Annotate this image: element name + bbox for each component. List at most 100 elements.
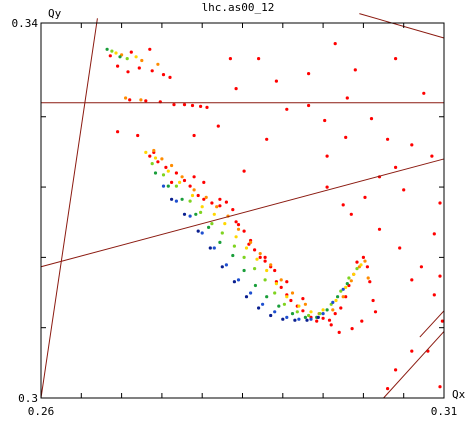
data-point-g3 bbox=[220, 231, 224, 235]
data-point-g0 bbox=[182, 178, 187, 183]
data-point-g5 bbox=[161, 184, 166, 188]
data-point-g0 bbox=[253, 248, 257, 252]
data-point-g0 bbox=[341, 203, 345, 207]
data-point-g2 bbox=[200, 205, 204, 209]
data-point-g0 bbox=[377, 227, 382, 231]
data-point-g3 bbox=[232, 244, 236, 248]
data-point-g4 bbox=[303, 315, 307, 319]
data-point-g3 bbox=[307, 313, 311, 318]
data-point-g2 bbox=[321, 308, 325, 312]
data-point-g3 bbox=[242, 255, 246, 259]
data-point-g0 bbox=[394, 165, 398, 169]
data-point-g3 bbox=[339, 289, 343, 293]
data-point-g6 bbox=[316, 315, 320, 319]
data-point-g0 bbox=[199, 104, 203, 108]
data-point-g0 bbox=[344, 135, 348, 139]
data-point-g1 bbox=[249, 240, 253, 244]
data-point-g4 bbox=[118, 55, 122, 59]
data-point-g4 bbox=[265, 295, 269, 299]
data-point-g0 bbox=[410, 278, 414, 282]
data-point-g0 bbox=[438, 201, 442, 205]
data-point-g3 bbox=[174, 184, 178, 188]
data-point-g0 bbox=[337, 330, 341, 334]
data-point-g0 bbox=[116, 64, 120, 68]
x-tick-label: 0.26 bbox=[28, 405, 55, 418]
data-point-g2 bbox=[265, 268, 269, 273]
data-point-g0 bbox=[210, 201, 214, 205]
data-point-g0 bbox=[432, 293, 436, 297]
data-point-g0 bbox=[150, 69, 154, 73]
data-point-g3 bbox=[282, 302, 286, 306]
data-point-g0 bbox=[307, 72, 311, 76]
data-point-g1 bbox=[204, 195, 208, 199]
data-point-g5 bbox=[285, 315, 289, 319]
y-axis-label: Qy bbox=[48, 7, 62, 20]
data-point-g5 bbox=[200, 231, 204, 235]
data-point-g0 bbox=[333, 312, 337, 316]
data-point-g3 bbox=[125, 57, 129, 61]
data-point-g0 bbox=[410, 143, 414, 147]
resonance-line-4 bbox=[359, 13, 445, 39]
data-point-g3 bbox=[295, 310, 299, 314]
data-point-g2 bbox=[153, 156, 158, 160]
data-point-g0 bbox=[231, 208, 235, 212]
data-point-g0 bbox=[205, 105, 209, 109]
data-point-g3 bbox=[199, 210, 203, 214]
data-point-g1 bbox=[156, 62, 160, 66]
data-point-g5 bbox=[236, 278, 241, 282]
data-point-g4 bbox=[345, 282, 349, 286]
data-point-g0 bbox=[361, 255, 365, 259]
data-point-g5 bbox=[212, 246, 216, 250]
data-point-g2 bbox=[134, 55, 138, 59]
data-point-g1 bbox=[180, 175, 184, 179]
data-point-g0 bbox=[373, 310, 378, 314]
data-point-g1 bbox=[303, 302, 307, 306]
data-point-g0 bbox=[242, 169, 246, 173]
data-point-g2 bbox=[223, 222, 227, 226]
data-point-g0 bbox=[136, 133, 140, 138]
data-point-g4 bbox=[166, 184, 170, 188]
data-point-g2 bbox=[255, 257, 259, 261]
data-point-g0 bbox=[285, 107, 289, 111]
data-point-g2 bbox=[144, 150, 148, 154]
data-point-g4 bbox=[153, 171, 158, 175]
data-point-g4 bbox=[325, 308, 329, 312]
data-point-g2 bbox=[352, 272, 356, 276]
data-point-g3 bbox=[318, 312, 322, 316]
data-point-g1 bbox=[366, 276, 370, 280]
data-point-g0 bbox=[325, 185, 329, 189]
data-point-g1 bbox=[140, 58, 144, 63]
data-point-g3 bbox=[263, 278, 267, 282]
data-point-g1 bbox=[331, 308, 335, 312]
data-point-g0 bbox=[363, 195, 367, 199]
data-point-g2 bbox=[244, 246, 249, 250]
data-point-g0 bbox=[355, 260, 359, 264]
data-point-g3 bbox=[161, 173, 166, 177]
data-point-g5 bbox=[261, 302, 265, 306]
data-point-g0 bbox=[432, 232, 436, 236]
data-point-g0 bbox=[265, 137, 269, 141]
data-point-g0 bbox=[228, 57, 232, 61]
data-point-g0 bbox=[196, 193, 200, 198]
data-point-g4 bbox=[336, 295, 340, 299]
data-point-g0 bbox=[289, 298, 293, 303]
data-point-g3 bbox=[150, 162, 154, 166]
data-point-g2 bbox=[178, 180, 182, 184]
data-point-g0 bbox=[349, 212, 353, 216]
resonance-lines-layer bbox=[40, 13, 445, 399]
data-point-g1 bbox=[192, 188, 196, 192]
resonance-line-6 bbox=[419, 310, 445, 338]
data-point-g1 bbox=[349, 279, 353, 283]
data-point-g0 bbox=[128, 98, 132, 102]
data-point-g0 bbox=[137, 66, 141, 70]
data-point-g0 bbox=[315, 319, 319, 323]
data-point-g0 bbox=[307, 103, 311, 108]
data-point-g0 bbox=[234, 87, 238, 91]
data-point-g0 bbox=[172, 103, 176, 107]
data-point-g0 bbox=[438, 385, 442, 389]
data-point-g0 bbox=[148, 47, 152, 51]
data-point-g6 bbox=[281, 317, 285, 321]
data-point-g3 bbox=[210, 222, 214, 226]
